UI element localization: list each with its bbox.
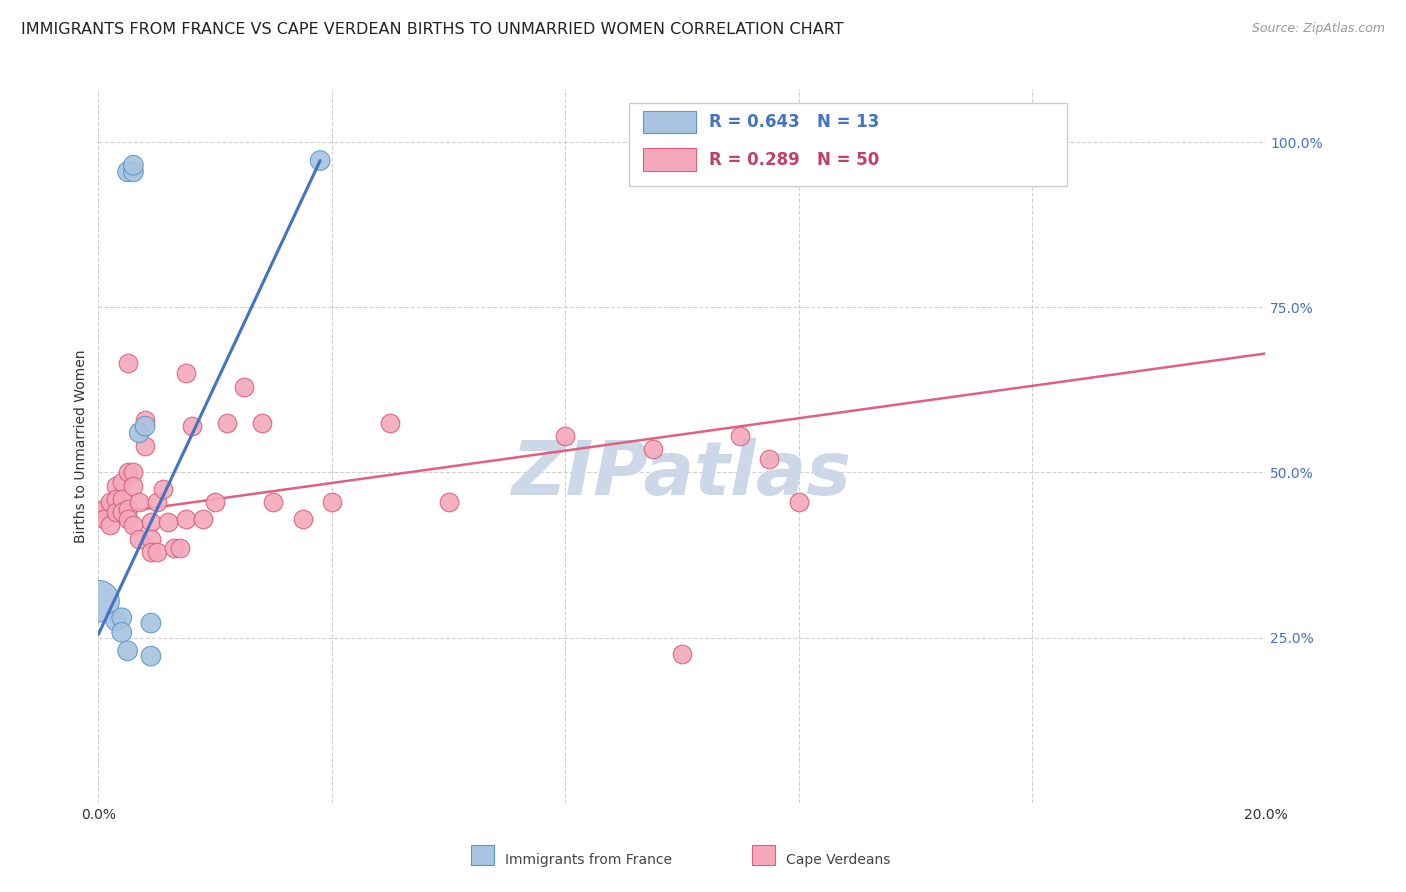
Point bbox=[87, 594, 110, 608]
Point bbox=[728, 429, 751, 443]
Point bbox=[134, 419, 156, 434]
Point bbox=[122, 478, 145, 492]
Point bbox=[104, 505, 127, 519]
Point bbox=[169, 541, 191, 556]
Point bbox=[117, 165, 139, 179]
Point bbox=[117, 501, 139, 516]
Point bbox=[117, 356, 139, 370]
Point bbox=[134, 439, 156, 453]
Point bbox=[378, 416, 402, 430]
Point bbox=[139, 649, 162, 664]
Text: Source: ZipAtlas.com: Source: ZipAtlas.com bbox=[1251, 22, 1385, 36]
Point bbox=[117, 511, 139, 525]
Point bbox=[111, 491, 134, 506]
Point bbox=[174, 511, 197, 525]
Point bbox=[321, 495, 343, 509]
Point bbox=[122, 158, 145, 172]
Point bbox=[122, 466, 145, 480]
Point bbox=[128, 532, 150, 546]
Point bbox=[93, 501, 115, 516]
Point bbox=[215, 416, 238, 430]
Bar bbox=[644, 148, 696, 171]
Bar bbox=[644, 111, 696, 134]
Point bbox=[641, 442, 664, 457]
Point bbox=[128, 425, 150, 440]
Point bbox=[111, 475, 134, 490]
Point bbox=[93, 511, 115, 525]
Point bbox=[204, 495, 226, 509]
Point bbox=[193, 511, 215, 525]
Point bbox=[233, 379, 256, 393]
FancyBboxPatch shape bbox=[630, 103, 1067, 186]
Point bbox=[758, 452, 780, 467]
Point bbox=[146, 495, 169, 509]
Point bbox=[139, 532, 162, 546]
Point bbox=[671, 647, 693, 661]
Point bbox=[122, 165, 145, 179]
Text: R = 0.643   N = 13: R = 0.643 N = 13 bbox=[709, 113, 879, 131]
Point bbox=[87, 505, 110, 519]
Point bbox=[111, 611, 134, 625]
Point bbox=[146, 545, 169, 559]
Point bbox=[180, 419, 202, 434]
Point bbox=[111, 625, 134, 640]
Point bbox=[139, 515, 162, 529]
Point bbox=[787, 495, 810, 509]
Point bbox=[98, 518, 121, 533]
Point bbox=[139, 545, 162, 559]
Text: ZIPatlas: ZIPatlas bbox=[512, 438, 852, 511]
Point bbox=[152, 482, 174, 496]
Point bbox=[262, 495, 284, 509]
Point bbox=[291, 511, 314, 525]
Point bbox=[104, 491, 127, 506]
Point bbox=[157, 515, 180, 529]
Text: R = 0.289   N = 50: R = 0.289 N = 50 bbox=[709, 151, 879, 169]
Point bbox=[554, 429, 576, 443]
Point bbox=[139, 616, 162, 631]
Point bbox=[437, 495, 460, 509]
Point bbox=[134, 412, 156, 426]
Point bbox=[174, 367, 197, 381]
Text: Immigrants from France: Immigrants from France bbox=[505, 854, 672, 867]
Point bbox=[98, 495, 121, 509]
Point bbox=[111, 505, 134, 519]
Text: Cape Verdeans: Cape Verdeans bbox=[786, 854, 890, 867]
Point bbox=[309, 153, 332, 168]
Point bbox=[104, 614, 127, 628]
Y-axis label: Births to Unmarried Women: Births to Unmarried Women bbox=[75, 350, 89, 542]
Point bbox=[250, 416, 273, 430]
Point bbox=[128, 495, 150, 509]
Text: IMMIGRANTS FROM FRANCE VS CAPE VERDEAN BIRTHS TO UNMARRIED WOMEN CORRELATION CHA: IMMIGRANTS FROM FRANCE VS CAPE VERDEAN B… bbox=[21, 22, 844, 37]
Point bbox=[104, 478, 127, 492]
Point bbox=[117, 644, 139, 658]
Point bbox=[117, 466, 139, 480]
Point bbox=[122, 518, 145, 533]
Point bbox=[163, 541, 186, 556]
